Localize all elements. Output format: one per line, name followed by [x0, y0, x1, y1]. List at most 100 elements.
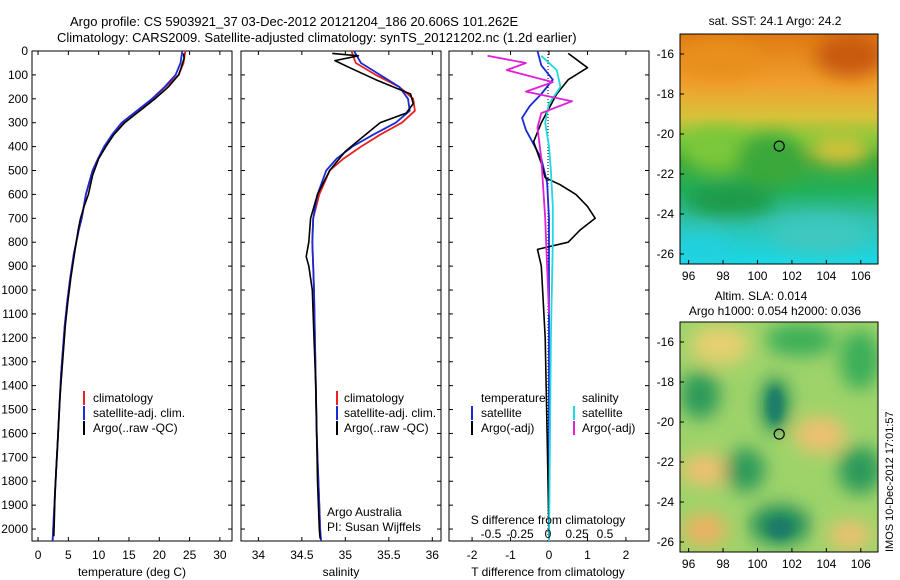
y-tick-label: 200	[8, 92, 28, 106]
y-tick-label: 1400	[1, 379, 28, 393]
x-tick-label: 2	[623, 548, 630, 562]
sst-map-panel: sat. SST: 24.1 Argo: 24.2 96 98 100 102 104 1…	[657, 14, 879, 283]
legend-label-climatology: climatology	[93, 391, 153, 405]
series-line-argo	[53, 53, 185, 537]
y-tick-label: 1800	[1, 474, 28, 488]
y-tick-label: 2000	[1, 522, 28, 536]
sla-map-panel: Altim. SLA: 0.014 Argo h1000: 0.054 h200…	[657, 289, 879, 571]
y-tick-label: 900	[8, 259, 28, 273]
figure-title-line2: Climatology: CARS2009. Satellite-adjuste…	[57, 30, 577, 45]
series-line-s_satellite	[540, 55, 562, 542]
x-tick-label: 0	[35, 548, 42, 562]
x-tick-label: 10	[92, 548, 106, 562]
sst-map-frame	[679, 33, 879, 265]
x-tick-label: 36	[426, 548, 440, 562]
s-ticklabel: 0	[545, 527, 552, 541]
s-ticklabel: 0.25	[565, 527, 589, 541]
series-line-satellite	[51, 50, 184, 542]
salinity-annotation-line2: PI: Susan Wijffels	[327, 520, 421, 534]
map-y-tick-label: -24	[657, 495, 675, 509]
map-x-tick-label: 98	[716, 557, 730, 571]
difference-s-label: S difference from climatology	[471, 513, 626, 527]
legend-label-argo: Argo(..raw -QC)	[344, 421, 429, 435]
y-tick-label: 700	[8, 211, 28, 225]
series-line-satellite	[311, 50, 411, 542]
x-tick-label: 25	[183, 548, 197, 562]
map-y-tick-label: -16	[657, 335, 675, 349]
y-tick-label: 1600	[1, 426, 28, 440]
y-tick-label: 500	[8, 164, 28, 178]
y-tick-label: 1000	[1, 283, 28, 297]
map-x-tick-label: 106	[851, 557, 871, 571]
y-tick-label: 1500	[1, 403, 28, 417]
y-tick-label: 1900	[1, 498, 28, 512]
x-tick-label: 30	[213, 548, 227, 562]
x-tick-label: -2	[467, 548, 478, 562]
y-tick-label: 1300	[1, 355, 28, 369]
map-y-tick-label: -22	[657, 455, 675, 469]
y-tick-label: 0	[21, 44, 28, 58]
difference-xlabel: T difference from climatology	[471, 565, 625, 579]
legend-label-argo: Argo(..raw -QC)	[93, 421, 178, 435]
y-tick-label: 1100	[2, 307, 28, 321]
y-tick-label: 100	[8, 68, 28, 82]
x-tick-label: 35.5	[377, 548, 401, 562]
x-tick-label: 1	[584, 548, 591, 562]
map-x-tick-label: 100	[747, 269, 767, 283]
legend-label-s-satellite: satellite	[582, 406, 623, 420]
map-x-tick-label: 100	[747, 557, 767, 571]
series-line-argo	[305, 52, 415, 539]
map-y-tick-label: -26	[657, 247, 675, 261]
y-tick-label: 600	[8, 187, 28, 201]
x-tick-label: 34.5	[290, 548, 314, 562]
map-x-tick-label: 102	[782, 557, 802, 571]
difference-series	[487, 50, 597, 542]
s-ticklabel: -0.25	[506, 527, 534, 541]
map-y-tick-label: -20	[657, 415, 675, 429]
sla-heatmap	[680, 322, 878, 552]
legend-label-s-argo: Argo(-adj)	[582, 421, 635, 435]
sla-map-title-line1: Altim. SLA: 0.014	[715, 289, 808, 303]
y-tick-label: 1200	[1, 331, 28, 345]
x-tick-label: 0	[546, 548, 553, 562]
timestamp: IMOS 10-Dec-2012 17:01:57	[884, 411, 896, 552]
legend-label-climatology: climatology	[344, 391, 404, 405]
temperature-ticks: 0 5 10 15 20 25 300100200300400500600700800900…	[1, 44, 232, 562]
map-x-tick-label: 102	[782, 269, 802, 283]
legend-label-t-argo: Argo(-adj)	[481, 421, 534, 435]
x-tick-label: 34	[252, 548, 266, 562]
legend-label-satellite: satellite-adj. clim.	[93, 406, 185, 420]
x-tick-label: 20	[153, 548, 167, 562]
series-line-argo	[532, 52, 597, 537]
sla-map-frame	[679, 321, 879, 553]
sla-map-ticks: 96 98 100 102 104 106 -16 -18 -20 -22 -24 -26	[657, 335, 871, 571]
salinity-axes-box	[240, 50, 442, 542]
map-x-tick-label: 96	[682, 269, 696, 283]
figure-title-line1: Argo profile: CS 5903921_37 03-Dec-2012 …	[70, 14, 518, 29]
sst-map-ticks: 96 98 100 102 104 106 -16 -18 -20 -22 -24 -26	[657, 47, 871, 283]
series-line-climatology	[311, 50, 416, 542]
argo-location-marker	[773, 140, 785, 152]
map-x-tick-label: 104	[816, 269, 836, 283]
salinity-panel: 34 34.5 35 35.5 36 salinity climatology sate…	[240, 50, 442, 579]
legend-label-satellite: satellite-adj. clim.	[344, 406, 436, 420]
temperature-panel: 0 5 10 15 20 25 300100200300400500600700800900…	[1, 44, 233, 579]
legend-title-salinity: salinity	[582, 391, 619, 405]
y-tick-label: 800	[8, 235, 28, 249]
difference-panel: -2 -1 0 1 2 S difference from climatology -0…	[448, 50, 650, 579]
x-tick-label: 15	[122, 548, 136, 562]
s-ticklabel: -0.5	[481, 527, 502, 541]
map-x-tick-label: 98	[716, 269, 730, 283]
map-x-tick-label: 96	[682, 557, 696, 571]
map-y-tick-label: -18	[657, 375, 675, 389]
map-y-tick-label: -24	[657, 207, 675, 221]
map-y-tick-label: -22	[657, 167, 675, 181]
salinity-legend: climatology satellite-adj. clim. Argo(..…	[336, 391, 436, 435]
series-line-s_argo	[487, 54, 573, 314]
map-y-tick-label: -20	[657, 127, 675, 141]
sla-map-title-line2: Argo h1000: 0.054 h2000: 0.036	[689, 304, 861, 318]
salinity-annotation-line1: Argo Australia	[327, 505, 402, 519]
map-y-tick-label: -18	[657, 87, 675, 101]
map-y-tick-label: -16	[657, 47, 675, 61]
